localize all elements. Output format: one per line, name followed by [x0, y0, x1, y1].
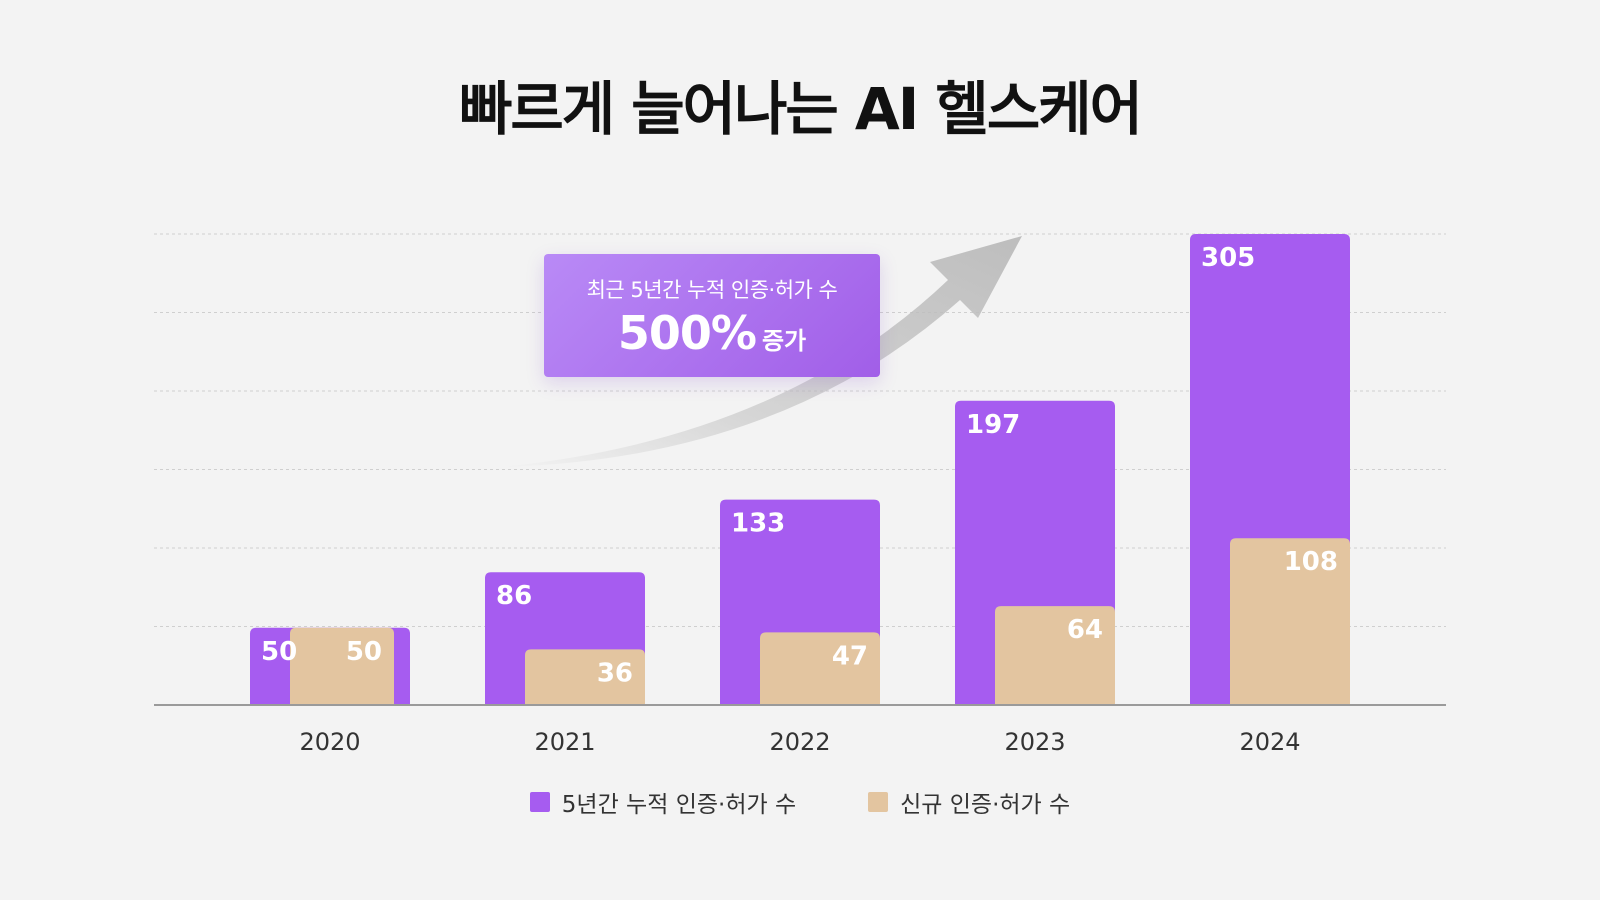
- data-label-cumulative-2020: 50: [261, 637, 297, 667]
- x-tick-label-2021: 2021: [534, 728, 595, 756]
- data-label-cumulative-2023: 197: [966, 410, 1020, 440]
- bar-new-2020: [290, 627, 394, 705]
- chart-title: 빠르게 늘어나는 AI 헬스케어: [458, 75, 1143, 143]
- bar-new-2023: [995, 606, 1115, 705]
- data-label-cumulative-2022: 133: [731, 509, 785, 539]
- x-tick-label-2022: 2022: [769, 728, 830, 756]
- legend-item-cumulative: 5년간 누적 인증·허가 수: [529, 785, 797, 819]
- callout-suffix: 증가: [761, 327, 807, 355]
- bar-new-2024: [1230, 538, 1350, 705]
- data-label-new-2021: 36: [597, 658, 633, 688]
- callout-caption: 최근 5년간 누적 인증·허가 수: [586, 278, 838, 302]
- data-label-cumulative-2021: 86: [496, 581, 532, 611]
- bars: 50 50 86 36 133 47 197 64 305 108: [250, 234, 1350, 705]
- trend-arrow: [500, 236, 1022, 467]
- x-axis: 2020 2021 2022 2023 2024: [154, 704, 1446, 756]
- data-label-cumulative-2024: 305: [1201, 243, 1255, 273]
- data-label-new-2023: 64: [1067, 615, 1103, 645]
- legend-label-cumulative: 5년간 누적 인증·허가 수: [561, 792, 797, 818]
- growth-callout: 최근 5년간 누적 인증·허가 수 500% 증가: [544, 254, 880, 377]
- legend-item-new: 신규 인증·허가 수: [868, 785, 1070, 819]
- bar-new-2022: [760, 632, 880, 705]
- callout-value-row: 500% 증가: [544, 306, 880, 360]
- legend-label-new: 신규 인증·허가 수: [900, 792, 1071, 818]
- data-label-new-2022: 47: [832, 641, 868, 671]
- legend-swatch-cumulative: [529, 792, 550, 812]
- trend-arrow-icon: [500, 236, 1022, 467]
- chart-legend: 5년간 누적 인증·허가 수 신규 인증·허가 수: [0, 785, 1600, 819]
- legend-swatch-new: [868, 792, 889, 812]
- bar-new-2021: [525, 649, 645, 705]
- callout-percentage: 500%: [617, 306, 757, 360]
- x-tick-label-2023: 2023: [1004, 728, 1065, 756]
- x-tick-label-2020: 2020: [299, 728, 360, 756]
- data-label-new-2020: 50: [346, 637, 382, 667]
- x-tick-label-2024: 2024: [1239, 728, 1300, 756]
- data-label-new-2024: 108: [1284, 547, 1338, 577]
